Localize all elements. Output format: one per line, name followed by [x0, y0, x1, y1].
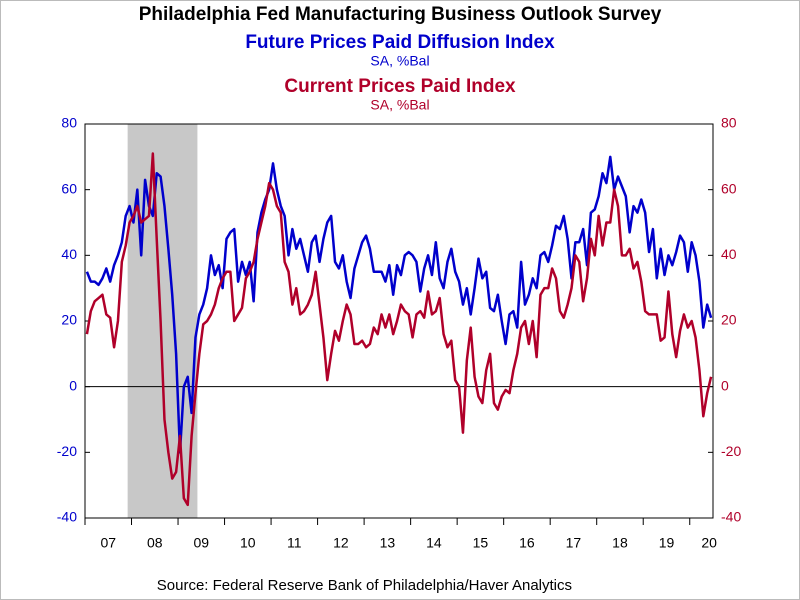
y-tick-label: 0 — [69, 377, 77, 393]
x-tick-label: 11 — [287, 535, 302, 551]
y2-tick-label: -20 — [721, 443, 741, 459]
x-tick-label: 19 — [659, 535, 675, 551]
x-tick-label: 09 — [194, 535, 210, 551]
y-tick-label: 80 — [61, 115, 77, 131]
x-tick-label: 14 — [426, 535, 442, 551]
y-tick-label: 60 — [61, 180, 77, 196]
source: Source: Federal Reserve Bank of Philadel… — [157, 577, 572, 594]
series-line — [85, 155, 713, 454]
x-tick-label: 17 — [566, 535, 582, 551]
y2-tick-label: -40 — [721, 509, 741, 525]
chart-title: Philadelphia Fed Manufacturing Business … — [139, 4, 662, 25]
y-tick-label: -20 — [57, 443, 77, 459]
subtitle: SA, %Bal — [370, 97, 429, 113]
y2-tick-label: 40 — [721, 246, 737, 262]
plot-area — [84, 123, 714, 519]
series-line — [85, 152, 713, 507]
x-tick-label: 13 — [380, 535, 396, 551]
subtitle: Current Prices Paid Index — [284, 76, 516, 97]
x-tick-label: 18 — [612, 535, 628, 551]
x-tick-label: 15 — [473, 535, 489, 551]
subtitle: Future Prices Paid Diffusion Index — [245, 32, 555, 53]
y-tick-label: -40 — [57, 509, 77, 525]
subtitle: SA, %Bal — [370, 53, 429, 69]
x-tick-label: 16 — [519, 535, 535, 551]
y-tick-label: 20 — [61, 312, 77, 328]
x-tick-label: 20 — [701, 535, 717, 551]
y2-tick-label: 20 — [721, 312, 737, 328]
y2-tick-label: 80 — [721, 115, 737, 131]
y2-tick-label: 60 — [721, 180, 737, 196]
x-tick-label: 07 — [100, 535, 116, 551]
x-tick-label: 08 — [147, 535, 163, 551]
y-tick-label: 40 — [61, 246, 77, 262]
x-tick-label: 12 — [333, 535, 349, 551]
y2-tick-label: 0 — [721, 377, 729, 393]
x-tick-label: 10 — [240, 535, 256, 551]
